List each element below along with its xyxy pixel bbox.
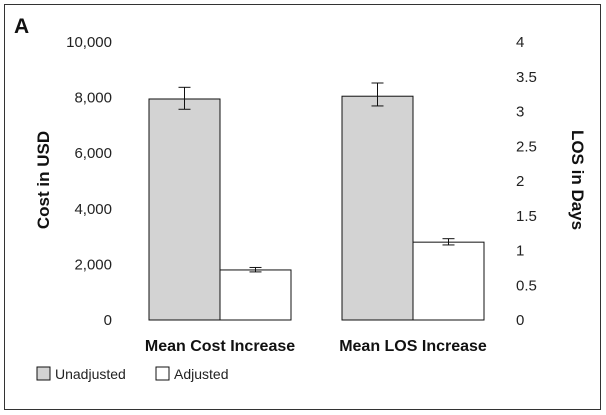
- bars: [148, 95, 485, 321]
- right-tick-label: 2.5: [516, 138, 537, 155]
- legend-swatch-unadjusted: [36, 366, 51, 381]
- right-tick-label: 3.5: [516, 69, 537, 86]
- left-tick-label: 2,000: [74, 256, 112, 273]
- left-tick-label: 8,000: [74, 90, 112, 107]
- left-axis-title: Cost in USD: [34, 131, 53, 229]
- left-tick-label: 4,000: [74, 201, 112, 218]
- right-axis-title: LOS in Days: [568, 130, 587, 230]
- bar-adjusted-2: [412, 241, 485, 321]
- legend-swatch-adjusted: [155, 366, 170, 381]
- category-label: Mean LOS Increase: [339, 338, 487, 355]
- legend: Unadjusted Adjusted: [36, 366, 228, 382]
- error-bars: [178, 82, 455, 273]
- panel-label: A: [14, 15, 29, 38]
- left-tick-label: 10,000: [66, 34, 112, 51]
- right-tick-label: 2: [516, 173, 524, 190]
- legend-label-adjusted: Adjusted: [174, 366, 228, 382]
- right-axis-ticks: 0 0.5 1 1.5 2 2.5 3 3.5 4: [516, 34, 537, 329]
- right-tick-label: 1: [516, 243, 524, 260]
- left-axis-ticks: 0 2,000 4,000 6,000 8,000 10,000: [66, 34, 112, 329]
- legend-label-unadjusted: Unadjusted: [55, 366, 126, 382]
- left-tick-label: 6,000: [74, 145, 112, 162]
- right-tick-label: 4: [516, 34, 524, 51]
- bar-unadjusted-1: [148, 98, 221, 321]
- right-tick-label: 3: [516, 104, 524, 121]
- right-tick-label: 0: [516, 312, 524, 329]
- right-tick-label: 1.5: [516, 208, 537, 225]
- bar-adjusted-1: [219, 269, 292, 321]
- figure-border: [4, 4, 601, 410]
- category-labels: Mean Cost Increase Mean LOS Increase: [145, 338, 487, 355]
- bar-unadjusted-2: [341, 95, 414, 321]
- right-tick-label: 0.5: [516, 277, 537, 294]
- left-tick-label: 0: [104, 312, 112, 329]
- category-label: Mean Cost Increase: [145, 338, 295, 355]
